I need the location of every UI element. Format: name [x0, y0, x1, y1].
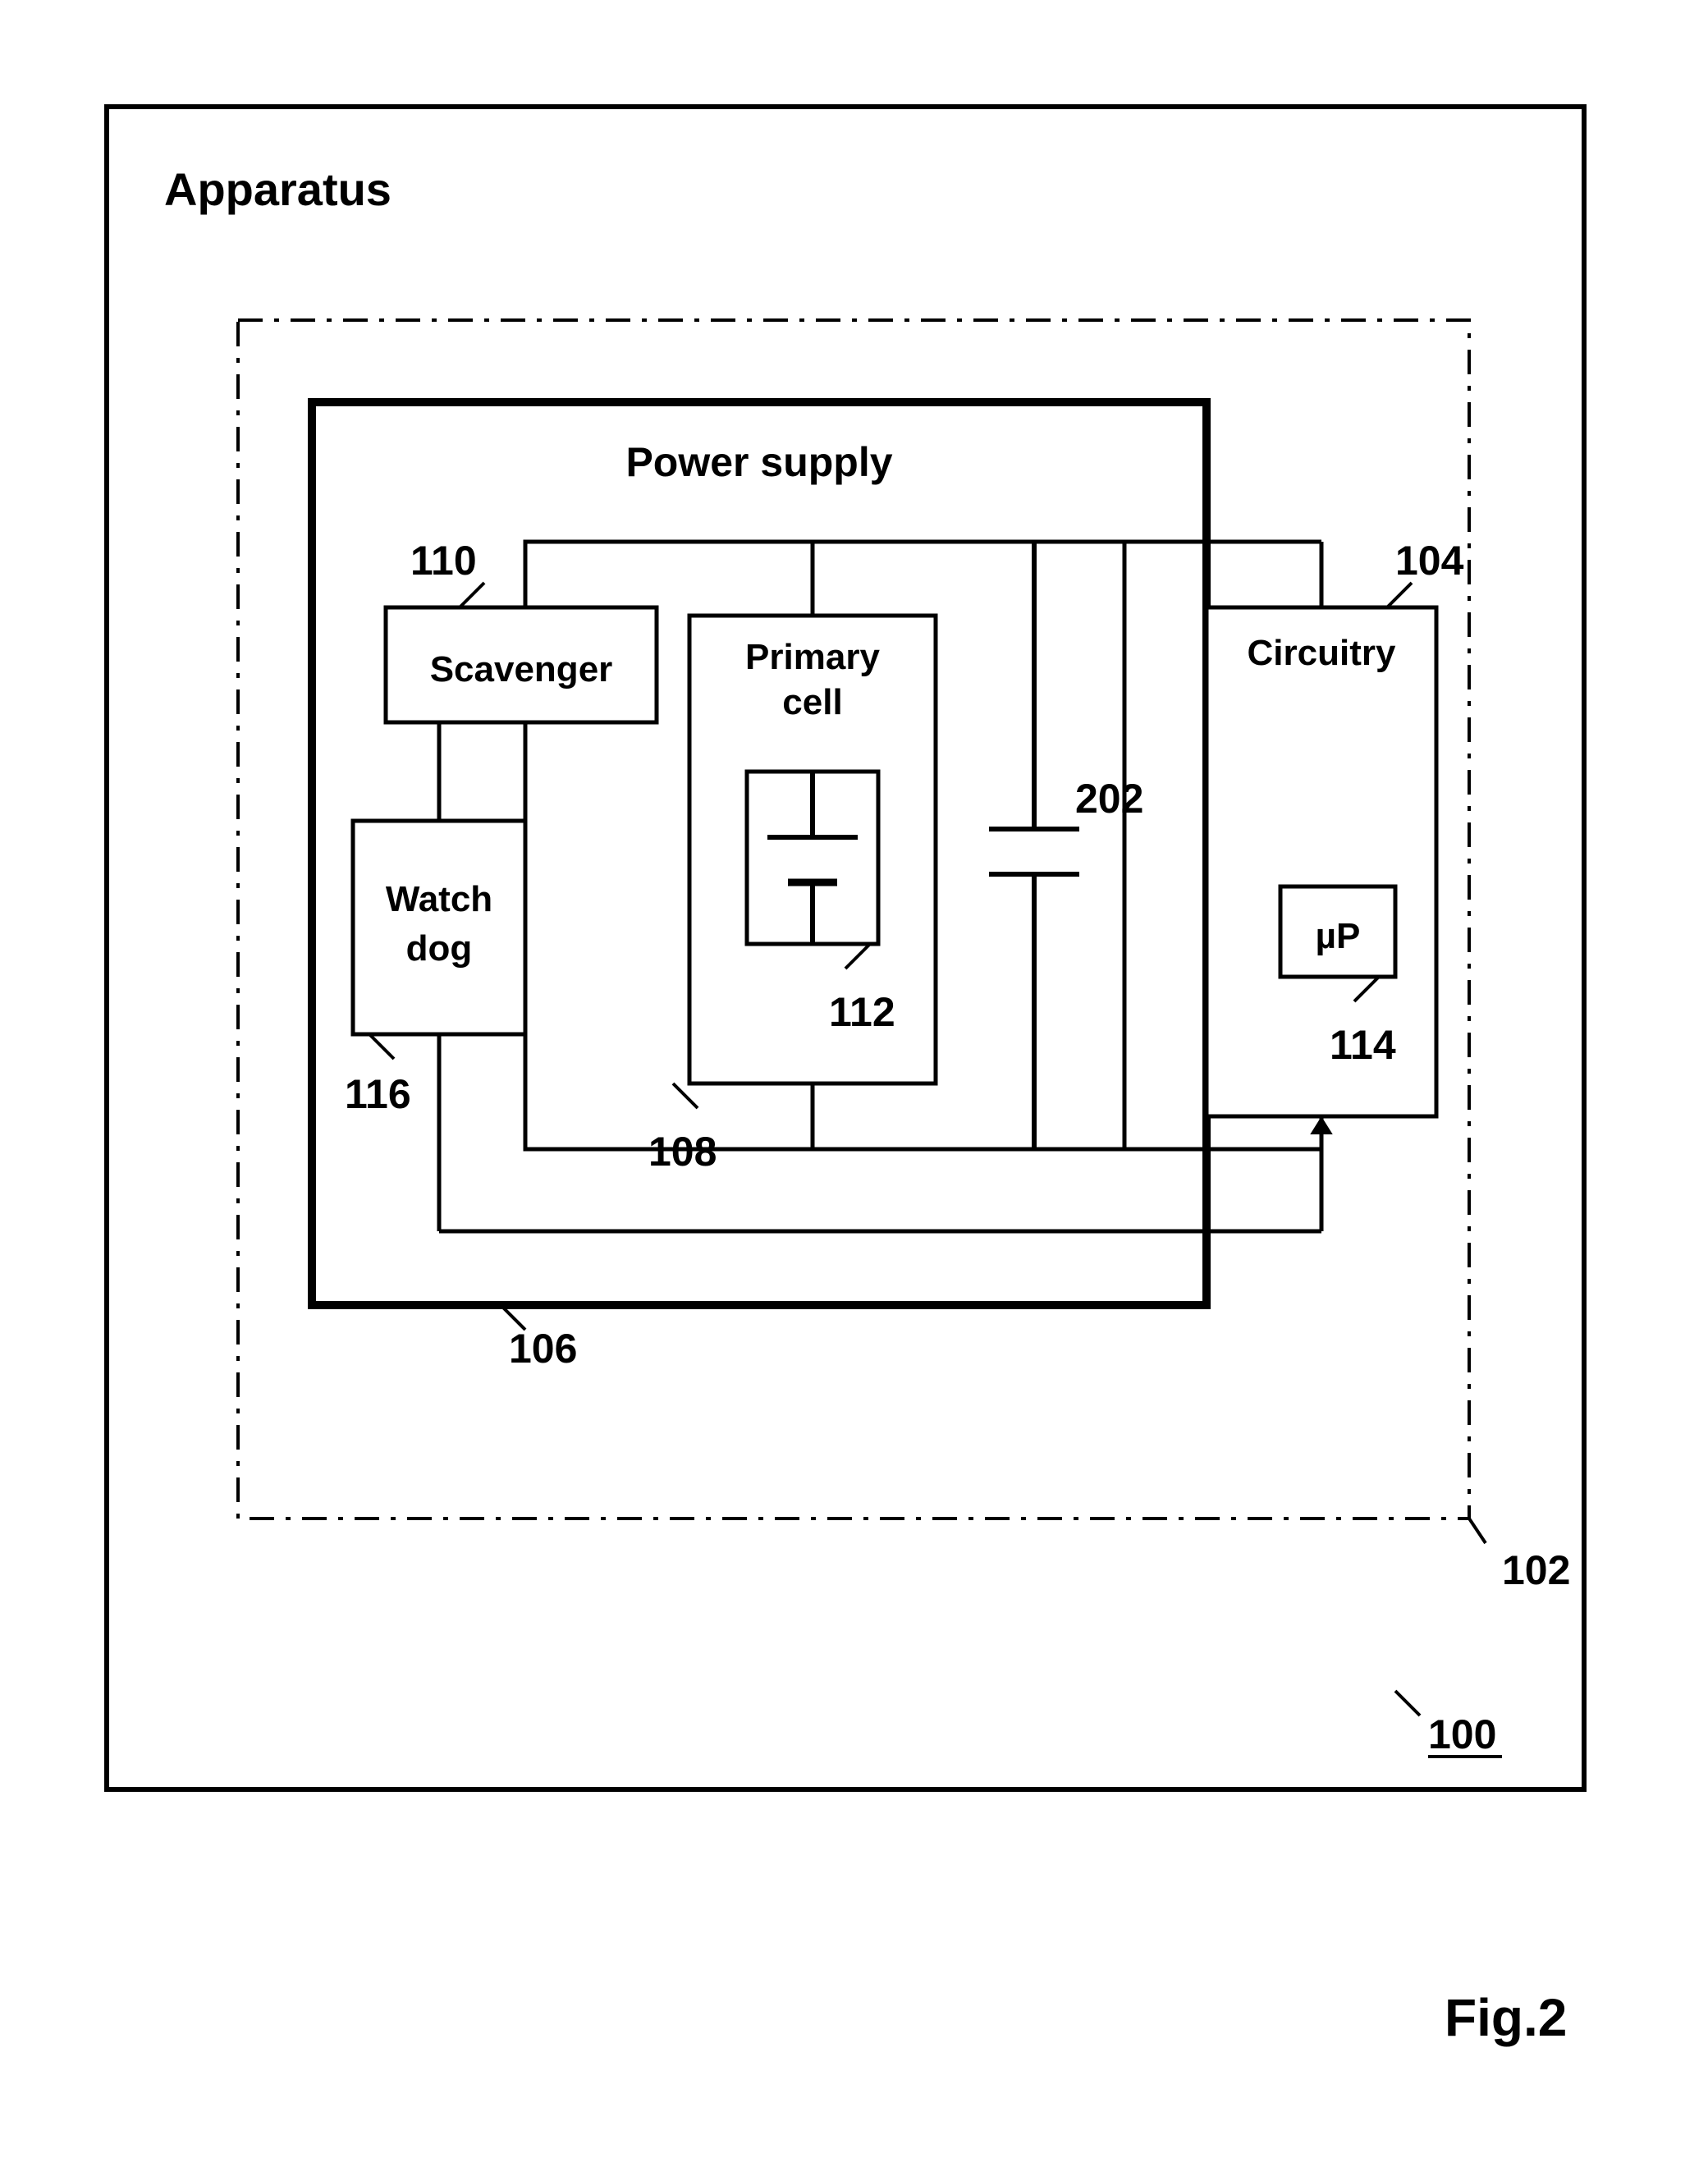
svg-text:202: 202: [1075, 776, 1143, 822]
svg-text:cell: cell: [782, 682, 842, 722]
svg-text:µP: µP: [1316, 916, 1361, 956]
svg-text:106: 106: [509, 1326, 577, 1372]
watchdog-box: [353, 821, 525, 1034]
circuitry-box: [1207, 607, 1436, 1116]
svg-text:Watch: Watch: [386, 879, 492, 919]
svg-text:108: 108: [648, 1129, 717, 1175]
diagram-svg: Apparatus 102 Power supply 106 202 Scavenger 1…: [0, 0, 1708, 2176]
svg-text:110: 110: [410, 538, 477, 584]
svg-text:Circuitry: Circuitry: [1248, 633, 1396, 673]
svg-text:100: 100: [1428, 1711, 1496, 1757]
svg-text:112: 112: [829, 989, 895, 1035]
figure-label: Fig.2: [1445, 1988, 1567, 2047]
svg-text:114: 114: [1330, 1022, 1396, 1068]
svg-text:104: 104: [1395, 538, 1464, 584]
svg-text:102: 102: [1502, 1547, 1570, 1593]
svg-text:dog: dog: [406, 928, 473, 969]
svg-text:Power supply: Power supply: [625, 439, 892, 485]
svg-text:Primary: Primary: [745, 637, 880, 677]
svg-text:116: 116: [345, 1071, 411, 1117]
apparatus-title: Apparatus: [164, 163, 392, 215]
svg-text:Scavenger: Scavenger: [430, 649, 613, 689]
